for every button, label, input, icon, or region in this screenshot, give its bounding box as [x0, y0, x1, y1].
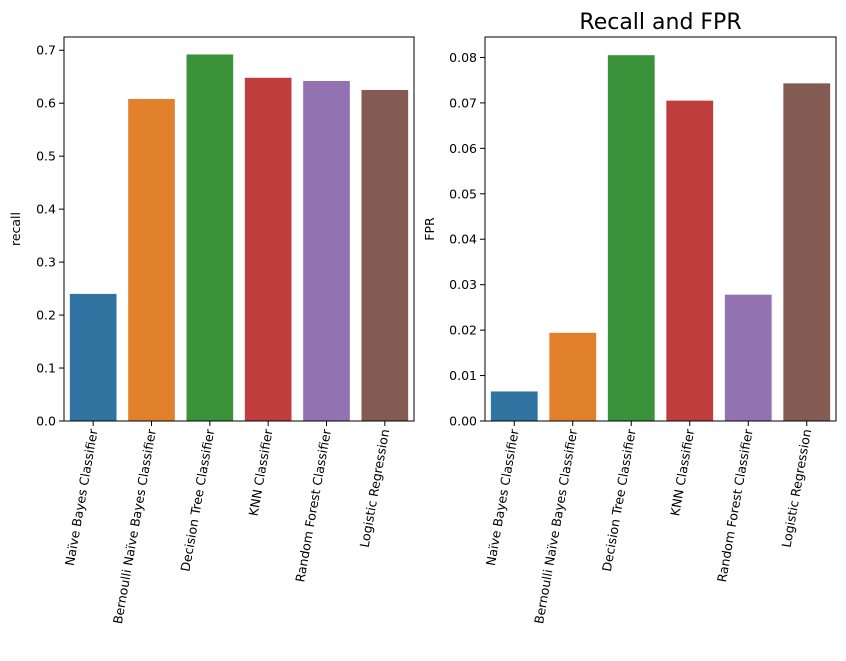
y-tick-label: 0.05	[449, 186, 477, 201]
y-tick-label: 0.2	[36, 308, 56, 323]
y-tick-label: 0.0	[36, 414, 56, 429]
plot-frame	[63, 36, 415, 422]
y-tick-label: 0.08	[449, 50, 477, 65]
y-tick-label: 0.00	[449, 414, 477, 429]
bar-1	[490, 391, 538, 421]
bar-3	[607, 55, 655, 421]
y-tick-label: 0.6	[36, 96, 56, 111]
plot-frame	[484, 36, 837, 422]
y-tick-label: 0.01	[449, 368, 477, 383]
x-tick-label: Bernoulli Naïve Bayes Classifier	[531, 427, 580, 625]
bar-6	[361, 89, 409, 421]
bar-4	[666, 100, 714, 421]
bar-5	[303, 80, 350, 422]
bar-6	[783, 83, 831, 421]
y-tick-label: 0.1	[36, 361, 56, 376]
bar-2	[128, 98, 175, 421]
x-tick-label: Logistic Regression	[779, 428, 815, 549]
x-tick-label: Bernoulli Naïve Bayes Classifier	[110, 427, 159, 625]
chart-title: Recall and FPR	[579, 10, 741, 35]
x-tick-label: Random Forest Classifier	[714, 427, 756, 583]
x-tick-label: Decision Tree Classifier	[177, 427, 217, 573]
x-tick-label: Random Forest Classifier	[292, 427, 334, 583]
y-tick-label: 0.04	[449, 232, 477, 247]
x-tick-label: Decision Tree Classifier	[599, 427, 639, 573]
y-tick-label: 0.4	[36, 202, 56, 217]
bar-4	[244, 77, 292, 421]
x-tick-label: KNN Classifier	[667, 427, 697, 517]
y-axis-label: FPR	[422, 217, 437, 241]
bar-1	[69, 293, 117, 421]
bar-5	[724, 294, 772, 421]
fpr-chart: 0.00 0.01 0.02 0.03 0.04 0.05 0.06 0.07 0.08 Naïv…	[422, 10, 837, 625]
y-tick-label: 0.3	[36, 255, 56, 270]
recall-chart: 0.0 0.1 0.2 0.3 0.4 0.5 0.6 0.7 Naïve Bayes Clas…	[8, 36, 415, 625]
y-tick-label: 0.07	[449, 95, 477, 110]
y-tick-label: 0.02	[449, 323, 477, 338]
bar-2	[549, 332, 597, 421]
y-tick-label: 0.06	[449, 141, 477, 156]
x-tick-label: Naïve Bayes Classifier	[62, 427, 101, 567]
y-axis-label: recall	[8, 212, 23, 246]
y-tick-label: 0.03	[449, 277, 477, 292]
y-tick-label: 0.7	[36, 43, 56, 58]
x-tick-label: Naïve Bayes Classifier	[483, 427, 522, 567]
bar-3	[186, 54, 234, 421]
x-tick-label: Logistic Regression	[357, 428, 393, 549]
x-tick-label: KNN Classifier	[246, 427, 276, 517]
y-tick-label: 0.5	[36, 149, 56, 164]
